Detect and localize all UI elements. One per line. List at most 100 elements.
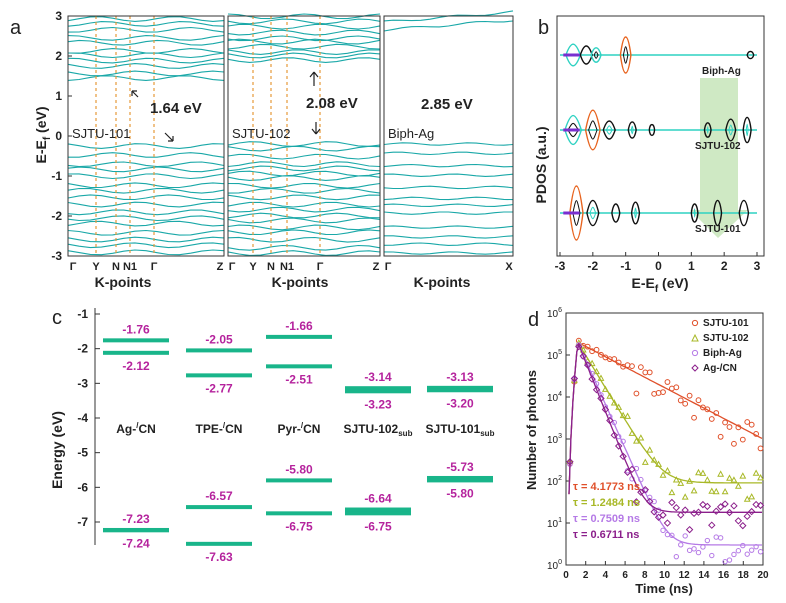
band-line <box>227 43 381 50</box>
panel-b-ylabel: PDOS (a.u.) <box>533 126 549 203</box>
legend-label: Ag-/CN <box>703 363 737 374</box>
band-gap-label: 2.08 eV <box>306 95 358 112</box>
pdos-lobe <box>634 207 637 219</box>
panel-d-xtick-label: 10 <box>659 570 671 581</box>
band-line <box>67 161 225 168</box>
panel-b-xlabel: E-Ef (eV) <box>631 275 688 295</box>
band-line <box>67 16 225 22</box>
panel-b-xtick-label: -3 <box>555 259 566 273</box>
panel-a-yticks: 3 2 1 0 -1 -2 -3 <box>51 9 72 263</box>
data-point <box>712 507 720 515</box>
system-name-label: Ag-/CN <box>116 421 156 436</box>
panel-b-xtick-label: 2 <box>721 259 728 273</box>
band-line <box>68 152 225 158</box>
panel-a-ytick-label: 2 <box>55 49 62 63</box>
system-name: TPE- <box>196 422 223 436</box>
data-point <box>713 410 720 416</box>
data-point <box>691 546 697 552</box>
data-point <box>721 487 729 495</box>
data-point <box>583 361 592 369</box>
band-line <box>227 35 381 42</box>
data-point <box>756 501 765 510</box>
ytick-exp: 5 <box>558 349 562 356</box>
pdos-lobe <box>586 199 600 227</box>
band-line <box>383 242 514 246</box>
tau-label: τ = 0.6711 ns <box>573 529 639 541</box>
panel-d-label: d <box>528 309 539 331</box>
arrow-icon <box>164 132 174 142</box>
data-point <box>597 394 605 403</box>
data-point <box>646 497 654 506</box>
panel-d-ytick-label: 102 <box>547 475 562 488</box>
data-point <box>633 390 640 397</box>
data-point <box>722 419 728 426</box>
energy-value-label: -6.75 <box>364 519 392 533</box>
system-name: Ag- <box>116 422 136 436</box>
data-point <box>677 511 685 519</box>
band-line <box>383 211 513 215</box>
pdos-lobe <box>579 45 593 65</box>
tau-label: τ = 1.2484 ns <box>573 497 640 509</box>
energy-level-bar <box>266 364 332 369</box>
data-point <box>686 477 694 484</box>
band-line <box>227 236 381 243</box>
band-line <box>67 143 225 149</box>
data-point <box>725 508 734 517</box>
legend-marker <box>691 364 699 372</box>
panel-d-ytick-label: 104 <box>547 391 562 404</box>
data-point <box>637 364 644 371</box>
pdos-lobe <box>627 121 637 139</box>
system-name: SJTU-102 <box>344 422 399 436</box>
system-name-post: CN <box>225 422 242 436</box>
panel-b-frame <box>556 15 765 257</box>
panel-b-xtick-label: -1 <box>620 259 631 273</box>
data-point <box>757 549 764 555</box>
band-line <box>383 203 514 207</box>
band-line <box>227 153 381 160</box>
panel-a-ytick-label: 3 <box>55 9 62 23</box>
data-point <box>669 532 675 539</box>
data-point <box>703 476 711 483</box>
kpoint-label: Γ <box>229 261 236 273</box>
data-point <box>601 385 609 392</box>
ytick-exp: 1 <box>558 517 562 524</box>
data-point <box>744 551 750 557</box>
fit-curve <box>568 342 762 546</box>
data-point <box>619 411 627 419</box>
arrow-icon <box>311 122 321 135</box>
band-line <box>67 34 225 41</box>
energy-level-bar <box>266 334 332 339</box>
band-line <box>227 182 381 189</box>
system-name-label: SJTU-101sub <box>426 422 495 438</box>
system-name-sup: / <box>301 421 304 430</box>
band-line <box>227 29 381 36</box>
panel-a-sub-sjtu101: Γ Y N N1 Γ Z SJTU-101 1.64 eV <box>67 15 225 273</box>
panel-c-ytick-label: -3 <box>77 376 88 390</box>
data-point <box>647 494 653 501</box>
energy-level-bar <box>427 385 493 390</box>
energy-value-label: -2.12 <box>122 359 150 373</box>
band-line <box>67 220 225 227</box>
band-line <box>227 194 381 201</box>
band-line <box>227 206 381 213</box>
band-line <box>67 194 225 201</box>
panel-d-xtick-label: 18 <box>738 570 750 581</box>
data-point <box>695 468 702 476</box>
energy-value-label: -3.20 <box>446 396 474 410</box>
data-point <box>744 419 751 425</box>
band-line <box>67 209 225 216</box>
data-point <box>743 495 751 502</box>
data-point <box>637 488 645 496</box>
data-point <box>695 397 702 404</box>
panel-a-frame <box>383 15 514 257</box>
data-point <box>663 519 672 527</box>
band-line <box>67 201 225 208</box>
data-point <box>752 469 760 476</box>
band-line <box>383 20 514 32</box>
data-point <box>747 507 756 516</box>
energy-level-bar <box>345 389 411 394</box>
pdos-lobe <box>630 125 634 135</box>
data-point <box>677 397 684 404</box>
pdos-lobe <box>742 116 752 144</box>
